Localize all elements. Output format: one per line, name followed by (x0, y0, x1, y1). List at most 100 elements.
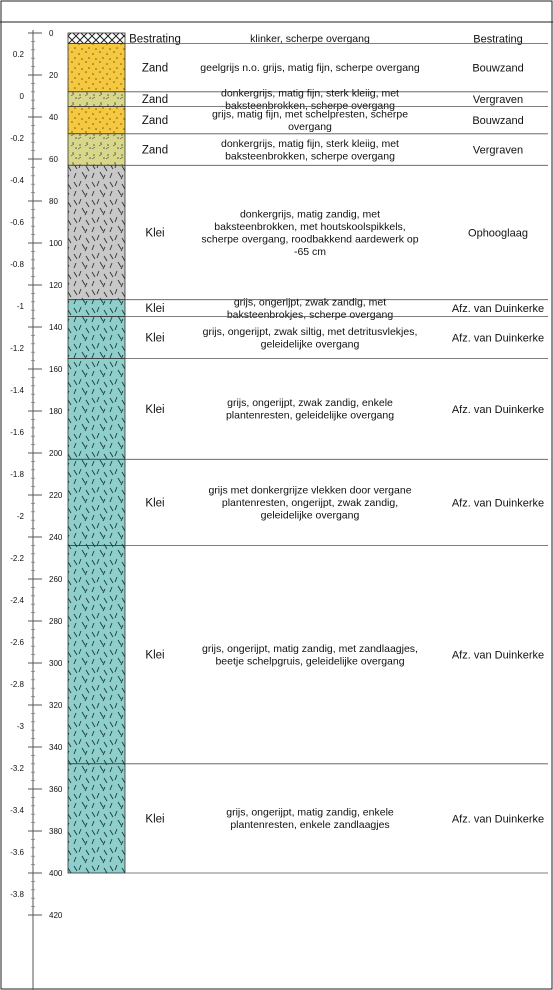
depth-tick-label: 0 (49, 29, 54, 38)
depth-tick-label: 280 (49, 617, 63, 626)
layer-type: Klei (145, 813, 164, 825)
layer-description-line: plantenresten, geleidelijke overgang (226, 410, 394, 422)
layer-description-line: grijs, ongerijpt, zwak zandig, enkele (227, 397, 393, 409)
layer-type: Zand (142, 115, 168, 127)
depth-tick-label: 240 (49, 533, 63, 542)
layer-description-line: grijs, ongerijpt, zwak zandig, met (234, 296, 386, 308)
layer-unit: Vergraven (473, 94, 523, 106)
layer-description-line: scherpe overgang, roodbakkend aardewerk … (201, 233, 418, 245)
layer-unit: Ophooglaag (468, 228, 528, 240)
layer-unit: Afz. van Duinkerke (452, 333, 544, 345)
layer-description-line: baksteenbrokken, scherpe overgang (225, 150, 395, 162)
layer-description-line: overgang (288, 121, 332, 133)
layer-row: Klei grijs, ongerijpt, zwak zandig, enkel… (125, 358, 548, 422)
lithology-sand-yellow (67, 106, 126, 135)
layer-unit: Afz. van Duinkerke (452, 497, 544, 509)
layer-row: Klei grijs, ongerijpt, zwak zandig, metba… (125, 296, 548, 321)
layer-row: Klei grijs, ongerijpt, matig zandig, enke… (125, 763, 548, 831)
depth-tick-label: 100 (49, 239, 63, 248)
elevation-tick-label: -0.2 (10, 134, 24, 143)
layer-type: Zand (142, 145, 168, 157)
layer-description-line: donkergrijs, matig zandig, met (240, 208, 380, 220)
layer-description-line: grijs, matig fijn, met schelpresten, sch… (212, 108, 408, 120)
layer-type: Klei (145, 404, 164, 416)
layer-row: Klei grijs met donkergrijze vlekken door … (125, 458, 548, 521)
lithology-sand-green (67, 133, 126, 166)
lithology-clay-teal (67, 545, 126, 765)
layer-unit: Afz. van Duinkerke (452, 650, 544, 662)
layer-row: Klei donkergrijs, matig zandig, metbakste… (125, 164, 548, 258)
depth-tick-label: 220 (49, 491, 63, 500)
layer-unit: Afz. van Duinkerke (452, 303, 544, 315)
layer-description-line: grijs met donkergrijze vlekken door verg… (208, 484, 411, 496)
layer-unit: Bestrating (473, 33, 523, 45)
layer-row: Zand donkergrijs, matig fijn, sterk kleii… (125, 133, 548, 162)
layer-unit: Afz. van Duinkerke (452, 404, 544, 416)
elevation-tick-label: 0.2 (13, 50, 25, 59)
depth-tick-label: 380 (49, 827, 63, 836)
depth-tick-label: 420 (49, 911, 63, 920)
depth-tick-label: 400 (49, 869, 63, 878)
lithology-column (67, 32, 126, 874)
layer-description-line: grijs, ongerijpt, matig zandig, enkele (226, 807, 394, 819)
elevation-tick-label: -2.4 (10, 596, 24, 605)
elevation-tick-label: -2 (17, 512, 25, 521)
layer-row: Zand geelgrijs n.o. grijs, matig fijn, sc… (125, 43, 548, 75)
lithology-clay-teal (67, 358, 126, 460)
depth-tick-label: 120 (49, 281, 63, 290)
depth-scale: 0 20 40 60 80 100 120 140 160 180 200 220 240 260 280 3… (10, 29, 63, 990)
lithology-clay-teal (67, 299, 126, 317)
lithology-clay-grey (67, 164, 126, 301)
elevation-tick-label: -0.8 (10, 260, 24, 269)
layer-description-line: grijs, ongerijpt, zwak siltig, met detri… (203, 326, 418, 338)
layer-unit: Afz. van Duinkerke (452, 813, 544, 825)
layer-description-line: plantenresten, ongerijpt, zwak zandig, (222, 497, 398, 509)
depth-tick-label: 260 (49, 575, 63, 584)
depth-tick-label: 140 (49, 323, 63, 332)
layer-description-line: geelgrijs n.o. grijs, matig fijn, scherp… (200, 62, 420, 74)
depth-tick-label: 360 (49, 785, 63, 794)
depth-tick-label: 180 (49, 407, 63, 416)
layer-description-line: beetje schelpgruis, geleidelijke overgan… (215, 655, 404, 667)
layer-description-line: baksteenbrokken, met houtskoolspikkels, (214, 221, 405, 233)
depth-tick-label: 160 (49, 365, 63, 374)
elevation-tick-label: -2.6 (10, 638, 24, 647)
elevation-tick-label: -0.4 (10, 176, 24, 185)
layer-type: Bestrating (129, 33, 181, 45)
lithology-sand-green (67, 91, 126, 107)
layer-type: Klei (145, 333, 164, 345)
elevation-tick-label: -1.6 (10, 428, 24, 437)
depth-tick-label: 340 (49, 743, 63, 752)
depth-tick-label: 20 (49, 71, 58, 80)
layer-description-line: geleidelijke overgang (261, 338, 360, 350)
layer-description-line: donkergrijs, matig fijn, sterk kleiig, m… (221, 87, 399, 99)
layer-row: Klei grijs, ongerijpt, matig zandig, met … (125, 545, 548, 667)
layer-description-line: -65 cm (294, 246, 326, 258)
lithology-clay-teal (67, 458, 126, 546)
elevation-tick-label: -3.4 (10, 806, 24, 815)
elevation-tick-label: -2.2 (10, 554, 24, 563)
depth-tick-label: 40 (49, 113, 58, 122)
layer-type: Klei (145, 497, 164, 509)
depth-tick-label: 60 (49, 155, 58, 164)
lithology-clay-teal (67, 763, 126, 874)
layer-type: Zand (142, 94, 168, 106)
layer-row: Bestrating klinker, scherpe overgang Bestr… (129, 33, 523, 46)
lithology-sand-yellow (67, 43, 126, 93)
elevation-tick-label: -3.2 (10, 764, 24, 773)
elevation-tick-label: -2.8 (10, 680, 24, 689)
layer-description-line: donkergrijs, matig fijn, sterk kleiig, m… (221, 138, 399, 150)
elevation-tick-label: -1 (17, 302, 25, 311)
elevation-tick-label: 0 (20, 92, 25, 101)
layer-unit: Bouwzand (472, 63, 523, 75)
layer-type: Klei (145, 228, 164, 240)
elevation-tick-label: -3.8 (10, 890, 24, 899)
layer-description-line: geleidelijke overgang (261, 509, 360, 521)
layer-type: Klei (145, 650, 164, 662)
layer-unit: Bouwzand (472, 115, 523, 127)
elevation-tick-label: -1.2 (10, 344, 24, 353)
layer-description-line: baksteenbrokjes, scherpe overgang (227, 309, 394, 321)
lithology-pavement (67, 32, 126, 44)
